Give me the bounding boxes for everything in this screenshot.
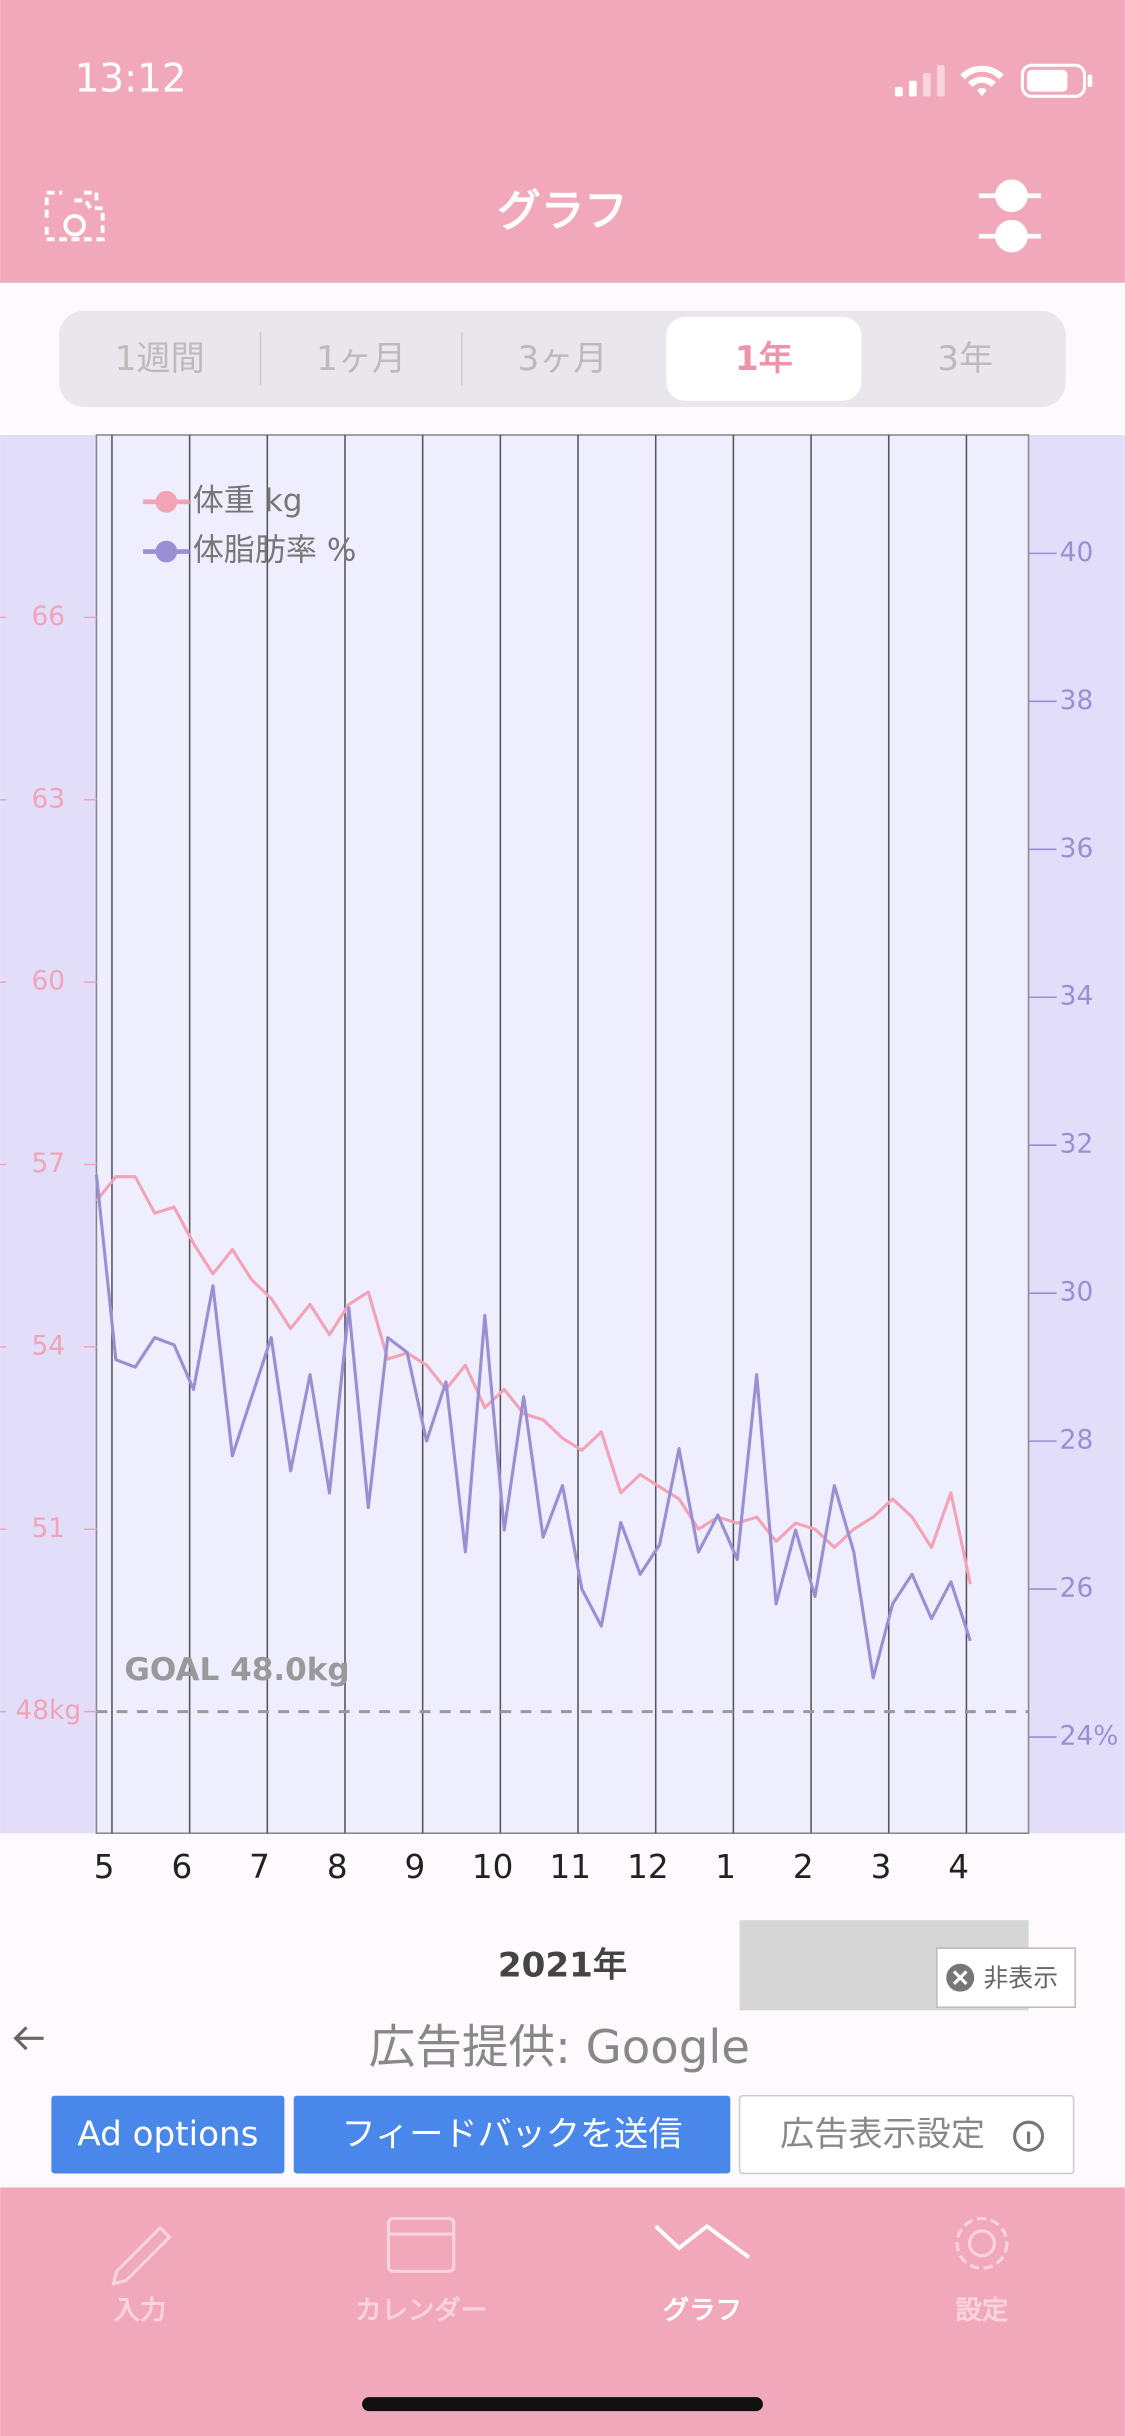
status-time: 13:12: [75, 56, 187, 101]
y-tick-label-bg: [6, 968, 85, 997]
y2-tick-label: 36: [1060, 833, 1094, 864]
tab-bar-bg: [0, 2187, 1125, 2436]
period-tab[interactable]: 1年: [735, 339, 793, 379]
ad-button[interactable]: [51, 2095, 285, 2174]
x-tick-label: 5: [94, 1848, 115, 1886]
y-tick-label: 54: [31, 1330, 65, 1361]
y2-tick-label: 24%: [1060, 1721, 1119, 1752]
info-icon: [1013, 2120, 1045, 2152]
period-tab[interactable]: 3年: [937, 339, 993, 379]
x-tick-label: 9: [405, 1848, 426, 1886]
y-tick-label: 66: [31, 601, 65, 632]
period-tab[interactable]: 1週間: [115, 339, 205, 379]
x-tick-label: 11: [550, 1848, 592, 1886]
legend-label: 体重 kg: [193, 483, 303, 519]
y2-tick-label: 28: [1060, 1425, 1094, 1456]
period-tab[interactable]: 1ヶ月: [316, 339, 406, 379]
y2-tick-label: 30: [1060, 1277, 1094, 1308]
status-icons: [894, 63, 1093, 98]
y-tick-label: 48kg: [15, 1695, 81, 1726]
x-tick-label: 4: [948, 1848, 969, 1886]
tab-icons: [111, 2216, 1009, 2286]
y2-tick-label: 38: [1060, 685, 1094, 716]
legend-marker: [155, 540, 178, 563]
left-axis-bg: [0, 435, 97, 1834]
x-tick-label: 8: [327, 1848, 348, 1886]
y-tick-label-bg: [6, 603, 85, 632]
legend-label: 体脂肪率 %: [193, 533, 357, 569]
ad-button-label: 広告表示設定: [780, 2115, 985, 2155]
ad-button[interactable]: [738, 2094, 1075, 2175]
x-tick-label: 1: [715, 1848, 736, 1886]
y-tick-label-bg: [6, 1150, 85, 1179]
ad-button-label: フィードバックを送信: [342, 2115, 683, 2155]
ad-button[interactable]: [293, 2095, 731, 2174]
camera-button[interactable]: [44, 190, 105, 242]
y-tick-label-bg: [6, 1332, 85, 1361]
plot-area: [95, 434, 1030, 1834]
y2-tick-label: 40: [1060, 537, 1094, 568]
x-tick-label: 3: [871, 1848, 892, 1886]
tab-bar-label[interactable]: カレンダー: [355, 2295, 487, 2326]
goal-label: GOAL 48.0kg: [124, 1652, 349, 1688]
hide-ad-cross: [952, 1970, 968, 1986]
ad-provider: 広告提供: Google: [369, 2020, 750, 2074]
y-tick-label-bg: [6, 785, 85, 814]
period-tab-selected[interactable]: [666, 316, 862, 401]
y-tick-label-bg: [6, 1697, 85, 1726]
header-title: グラフ: [497, 187, 628, 237]
x-axis-label: 2021年: [498, 1945, 627, 1985]
period-tab[interactable]: 3ヶ月: [517, 339, 607, 379]
y-tick-label: 51: [31, 1513, 65, 1544]
ad-back-button[interactable]: [13, 2026, 44, 2051]
y2-tick-label: 34: [1060, 981, 1094, 1012]
home-indicator: [362, 2397, 763, 2412]
x-tick-label: 6: [172, 1848, 193, 1886]
y-tick-label: 57: [31, 1148, 65, 1179]
y-tick-label-bg: [6, 1515, 85, 1544]
x-tick-label: 10: [472, 1848, 514, 1886]
y2-tick-label: 32: [1060, 1129, 1094, 1160]
tab-bar-label[interactable]: グラフ: [663, 2295, 742, 2326]
tab-bar-label[interactable]: 設定: [956, 2295, 1009, 2326]
y-tick-label: 63: [31, 783, 65, 814]
settings-sliders-button[interactable]: [978, 179, 1041, 253]
legend-marker: [155, 490, 178, 513]
x-tick-label: 7: [249, 1848, 270, 1886]
tab-bar-label[interactable]: 入力: [114, 2295, 167, 2326]
series-line: [94, 1174, 972, 1680]
ad-button-label: Ad options: [77, 2115, 258, 2155]
x-tick-label: 2: [793, 1848, 814, 1886]
header-bg: [0, 0, 1125, 283]
y2-tick-label: 26: [1060, 1573, 1094, 1604]
hide-ad-label: 非表示: [984, 1963, 1059, 1992]
right-axis-bg: [1028, 435, 1125, 1834]
x-tick-label: 12: [627, 1848, 669, 1886]
y-tick-label: 60: [31, 966, 65, 997]
